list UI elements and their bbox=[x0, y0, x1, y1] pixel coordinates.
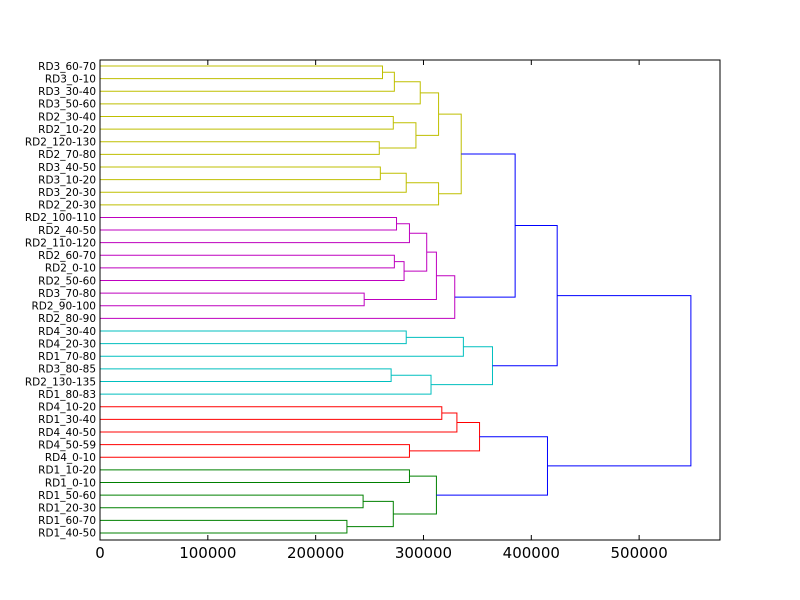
dendrogram-links bbox=[100, 65, 692, 534]
link-e5 bbox=[393, 475, 437, 515]
leaf-label: RD2_70-80 bbox=[38, 149, 96, 161]
x-tick-label: 200000 bbox=[287, 544, 344, 562]
plot-background bbox=[100, 60, 720, 540]
leaf-label: RD2_60-70 bbox=[38, 250, 96, 262]
leaf-label: RD2_40-50 bbox=[38, 225, 96, 237]
leaf-label: RD4_40-50 bbox=[38, 427, 96, 439]
x-tick-label: 300000 bbox=[395, 544, 452, 562]
leaf-label: RD3_50-60 bbox=[38, 99, 96, 111]
leaf-label: RD3_0-10 bbox=[45, 73, 96, 85]
leaf-label: RD4_30-40 bbox=[38, 326, 96, 338]
leaf-label: RD2_130-135 bbox=[25, 376, 96, 388]
leaf-label: RD1_80-83 bbox=[38, 389, 96, 401]
link-a1 bbox=[100, 65, 384, 80]
link-c3 bbox=[100, 368, 392, 382]
x-tick-label: 400000 bbox=[503, 544, 560, 562]
x-tick-label: 0 bbox=[95, 544, 105, 562]
leaf-label: RD2_30-40 bbox=[38, 111, 96, 123]
leaf-label: RD1_40-50 bbox=[38, 528, 96, 540]
leaf-label: RD3_20-30 bbox=[38, 187, 96, 199]
plot-frame bbox=[99, 59, 721, 541]
link-b5 bbox=[404, 232, 428, 272]
link-d2 bbox=[100, 412, 458, 433]
link-b7 bbox=[364, 251, 437, 300]
leaf-label: RD1_20-30 bbox=[38, 503, 96, 515]
link-a6 bbox=[379, 122, 417, 149]
leaf-label: RD4_20-30 bbox=[38, 338, 96, 350]
leaf-label: RD2_0-10 bbox=[45, 263, 96, 275]
leaf-label: RD2_50-60 bbox=[38, 275, 96, 287]
x-tick-label: 500000 bbox=[610, 544, 667, 562]
leaf-label: RD3_30-40 bbox=[38, 86, 96, 98]
leaf-label: RD1_10-20 bbox=[38, 465, 96, 477]
leaf-label: RD1_50-60 bbox=[38, 490, 96, 502]
leaf-label: RD2_10-20 bbox=[38, 124, 96, 136]
link-a11 bbox=[438, 113, 462, 195]
leaf-label: RD3_40-50 bbox=[38, 162, 96, 174]
leaf-labels: RD3_60-70RD3_0-10RD3_30-40RD3_50-60RD2_3… bbox=[25, 61, 96, 540]
link-f4 bbox=[547, 295, 692, 467]
link-a9 bbox=[100, 172, 407, 193]
leaf-label: RD3_70-80 bbox=[38, 288, 96, 300]
link-c1 bbox=[100, 330, 407, 345]
leaf-label: RD4_50-59 bbox=[38, 439, 96, 451]
leaf-label: RD3_60-70 bbox=[38, 61, 96, 73]
leaf-label: RD2_120-130 bbox=[25, 137, 96, 149]
link-b3 bbox=[100, 254, 395, 269]
link-a3 bbox=[100, 81, 421, 105]
x-tick-label: 100000 bbox=[179, 544, 236, 562]
link-a2 bbox=[100, 71, 395, 92]
leaf-label: RD4_0-10 bbox=[45, 452, 96, 464]
leaf-label: RD2_90-100 bbox=[31, 301, 96, 313]
leaf-label: RD1_60-70 bbox=[38, 515, 96, 527]
link-c4 bbox=[100, 374, 432, 395]
leaf-label: RD4_10-20 bbox=[38, 402, 96, 414]
link-f3 bbox=[436, 436, 548, 496]
leaf-label: RD1_70-80 bbox=[38, 351, 96, 363]
leaf-label: RD2_100-110 bbox=[25, 212, 96, 224]
leaf-label: RD1_0-10 bbox=[45, 477, 96, 489]
leaf-label: RD3_80-85 bbox=[38, 364, 96, 376]
leaf-label: RD2_80-90 bbox=[38, 313, 96, 325]
link-f1 bbox=[454, 153, 516, 298]
leaf-label: RD2_110-120 bbox=[25, 237, 96, 249]
leaf-label: RD1_30-40 bbox=[38, 414, 96, 426]
x-axis-ticks: 0 100000 200000 300000 400000 500000 bbox=[95, 60, 668, 562]
leaf-label: RD3_10-20 bbox=[38, 174, 96, 186]
leaf-label: RD2_20-30 bbox=[38, 200, 96, 212]
